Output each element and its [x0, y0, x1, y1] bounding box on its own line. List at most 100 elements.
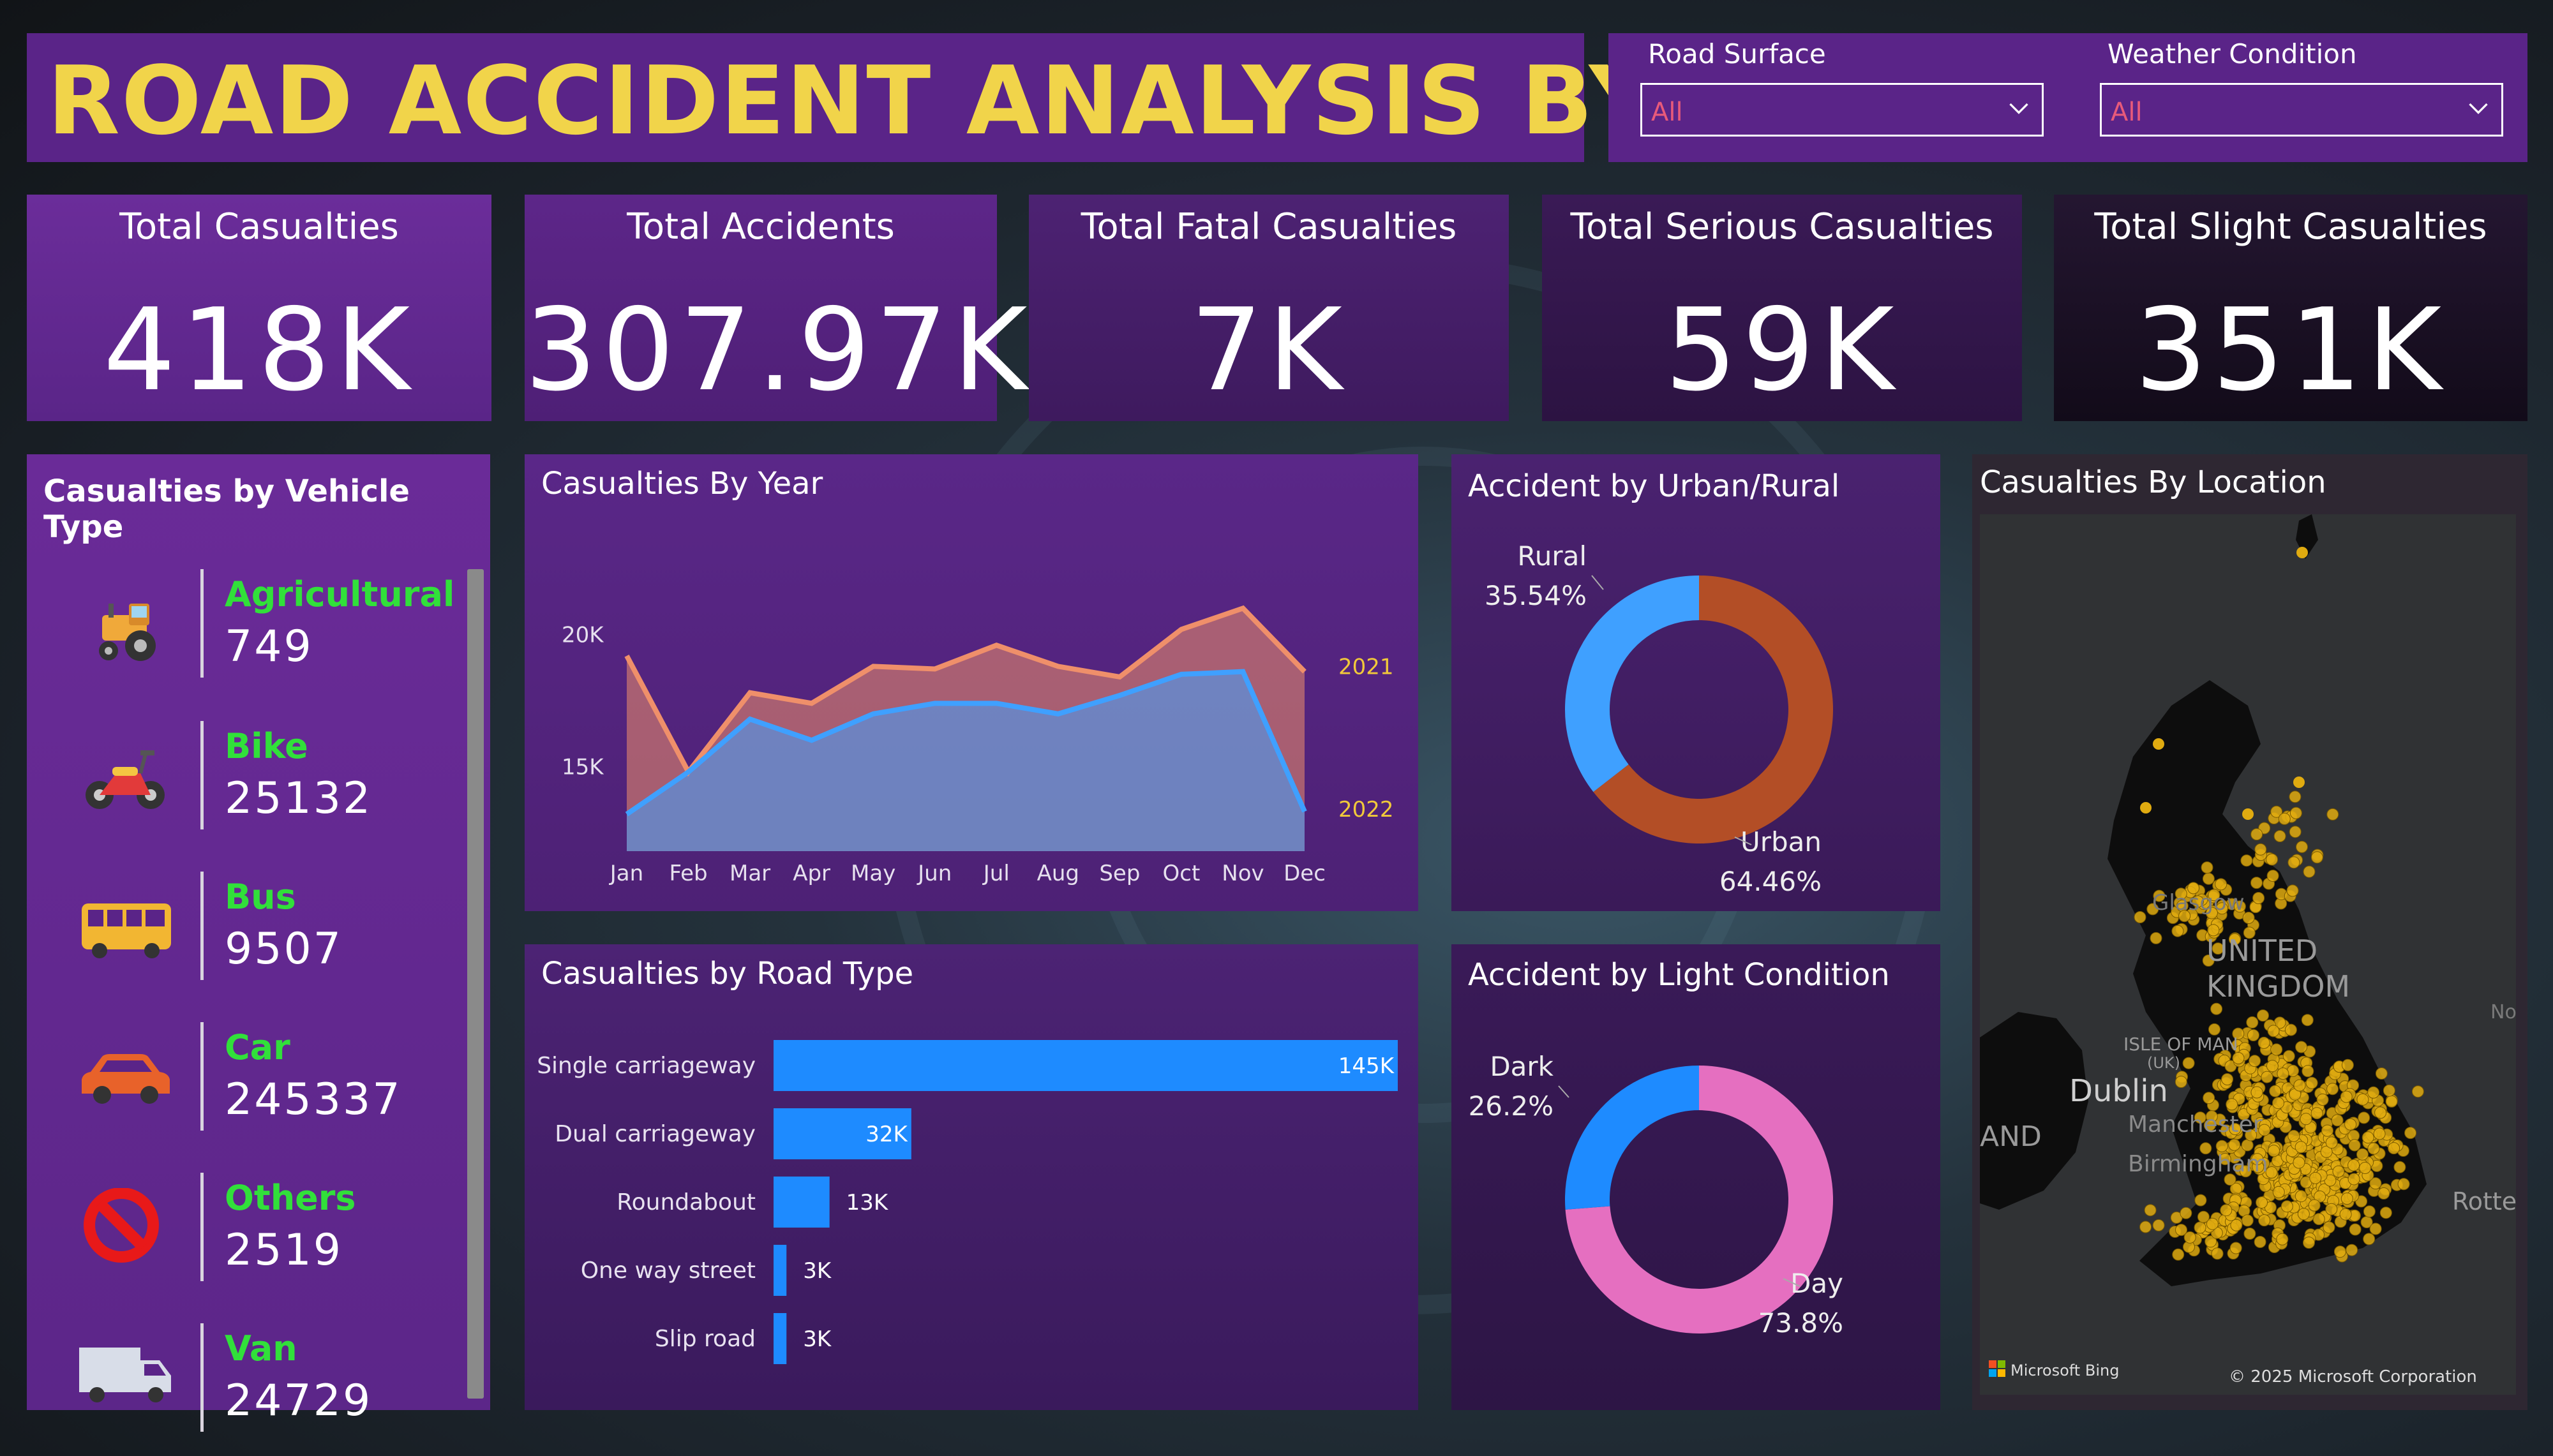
casualty-dot [2300, 1113, 2312, 1125]
kpi-total-slight-casualties: Total Slight Casualties 351K [2054, 195, 2527, 421]
slice-pct-label: 64.46% [1719, 866, 1822, 897]
casualty-dot [2134, 911, 2146, 923]
casualty-dot [2270, 805, 2283, 818]
casualty-dot [2312, 1213, 2325, 1226]
casualty-dot [2289, 806, 2302, 819]
casualty-dot [2349, 1223, 2362, 1236]
bar-value-label: 3K [803, 1326, 832, 1352]
casualty-dot [2228, 1138, 2241, 1151]
casualty-dot [2359, 1162, 2372, 1174]
kpi-label: Total Accidents [627, 206, 895, 248]
casualty-dot [2240, 1165, 2252, 1178]
filter-label: Weather Condition [2108, 38, 2357, 70]
x-tick-label: Jun [917, 861, 952, 886]
section-title: Accident by Urban/Rural [1468, 468, 1840, 504]
casualty-dot [2295, 1041, 2308, 1053]
casualty-dot [2233, 900, 2246, 913]
scrollbar[interactable] [467, 569, 484, 1399]
y-tick-label: 20K [562, 623, 604, 648]
casualty-dot [2215, 878, 2227, 891]
casualty-dot [2321, 1124, 2333, 1137]
casualty-dot [2182, 1057, 2195, 1069]
casualty-dot [2140, 802, 2152, 813]
casualty-dot [2344, 1118, 2357, 1131]
map-label-kingdom: KINGDOM [2206, 969, 2350, 1004]
casualty-dot [2277, 1067, 2289, 1080]
kpi-value: 59K [1665, 284, 1899, 416]
kpi-label: Total Fatal Casualties [1081, 206, 1457, 248]
kpi-label: Total Serious Casualties [1570, 206, 1994, 248]
vehicle-value: 25132 [225, 773, 373, 824]
casualty-dot [2153, 889, 2166, 902]
casualty-dot [2240, 854, 2253, 867]
casualty-dot [2273, 830, 2286, 842]
casualty-dot [2347, 1173, 2360, 1185]
series-end-label: 2022 [1338, 797, 1394, 822]
map-view[interactable]: Glasgow UNITED KINGDOM ISLE OF MAN (UK) … [1980, 514, 2516, 1395]
microsoft-logo-icon [1998, 1369, 2005, 1377]
vehicle-row-car: Car 245337 [27, 1022, 461, 1150]
area-series-2022 [627, 671, 1305, 851]
x-tick-label: Jul [982, 861, 1010, 886]
casualty-dot [2153, 738, 2164, 750]
casualty-dot [2219, 1153, 2231, 1166]
casualty-dot [2246, 1016, 2259, 1029]
casualty-dot [2375, 1067, 2388, 1080]
casualty-dot [2333, 1245, 2346, 1258]
vehicle-row-bike: Bike 25132 [27, 721, 461, 849]
donut-slice-urban [1593, 576, 1833, 843]
vehicle-name: Bus [225, 877, 296, 917]
bar-category-label: Dual carriageway [555, 1121, 756, 1147]
map-canvas: Glasgow UNITED KINGDOM ISLE OF MAN (UK) … [1980, 514, 2516, 1386]
casualty-dot [2183, 1231, 2196, 1244]
casualty-dot [2303, 865, 2316, 878]
casualty-dot [2229, 1242, 2242, 1254]
slice-pct-label: 73.8% [1758, 1307, 1843, 1339]
kpi-total-serious-casualties: Total Serious Casualties 59K [1542, 195, 2022, 421]
casualty-dot [2363, 1205, 2376, 1218]
kpi-total-casualties: Total Casualties 418K [27, 195, 491, 421]
casualty-dot [2320, 1145, 2333, 1158]
casualty-dot [2261, 1071, 2273, 1083]
divider [200, 872, 204, 980]
casualty-dot [2232, 1052, 2245, 1064]
casualty-dot [2287, 1129, 2300, 1142]
x-tick-label: Feb [669, 861, 707, 886]
dropdown-value: All [1651, 98, 1683, 127]
kpi-value: 7K [1190, 284, 1347, 416]
bar-one-way-street [774, 1245, 787, 1296]
casualty-dot [2257, 1036, 2270, 1049]
casualty-dot [2266, 853, 2279, 866]
casualty-dot [2308, 1199, 2321, 1212]
casualty-dot [2404, 1127, 2417, 1140]
casualty-dot [2251, 1153, 2264, 1166]
casualty-dot [2377, 1187, 2390, 1200]
vehicle-row-van: Van 24729 [27, 1323, 461, 1451]
filter-label: Road Surface [1648, 38, 1826, 70]
map-copyright: © 2025 Microsoft Corporation [2229, 1367, 2477, 1386]
casualty-dot [2192, 895, 2204, 908]
weather-condition-dropdown[interactable]: All [2100, 83, 2503, 137]
microsoft-logo-icon [1989, 1369, 1996, 1377]
casualty-dot [2326, 808, 2339, 821]
vehicle-name: Others [225, 1178, 356, 1218]
vehicle-value: 245337 [225, 1074, 402, 1125]
casualty-dot [2295, 1141, 2307, 1154]
casualty-dot [2358, 1111, 2370, 1124]
vehicle-name: Car [225, 1027, 290, 1067]
road-surface-dropdown[interactable]: All [1640, 83, 2044, 137]
light-condition-donut-chart: Day 73.8% Dark 26.2% [1469, 1051, 1843, 1339]
casualty-dot [2180, 1207, 2192, 1219]
casualty-dot [2305, 1076, 2318, 1089]
line-series-2021 [624, 605, 1306, 777]
vehicle-row-others: Others 2519 [27, 1173, 461, 1300]
chevron-down-icon [2009, 103, 2028, 114]
vehicle-name: Agricultural [225, 574, 455, 614]
donut-slice-rural [1565, 576, 1699, 792]
bar-category-label: Single carriageway [537, 1053, 756, 1079]
light-condition-panel: Accident by Light Condition Day 73.8% Dark… [1451, 944, 1940, 1410]
casualty-dot [2341, 1059, 2354, 1071]
slice-name-label: Dark [1490, 1051, 1554, 1082]
bar-single-carriageway [774, 1040, 1398, 1091]
casualty-dot [2296, 547, 2308, 558]
